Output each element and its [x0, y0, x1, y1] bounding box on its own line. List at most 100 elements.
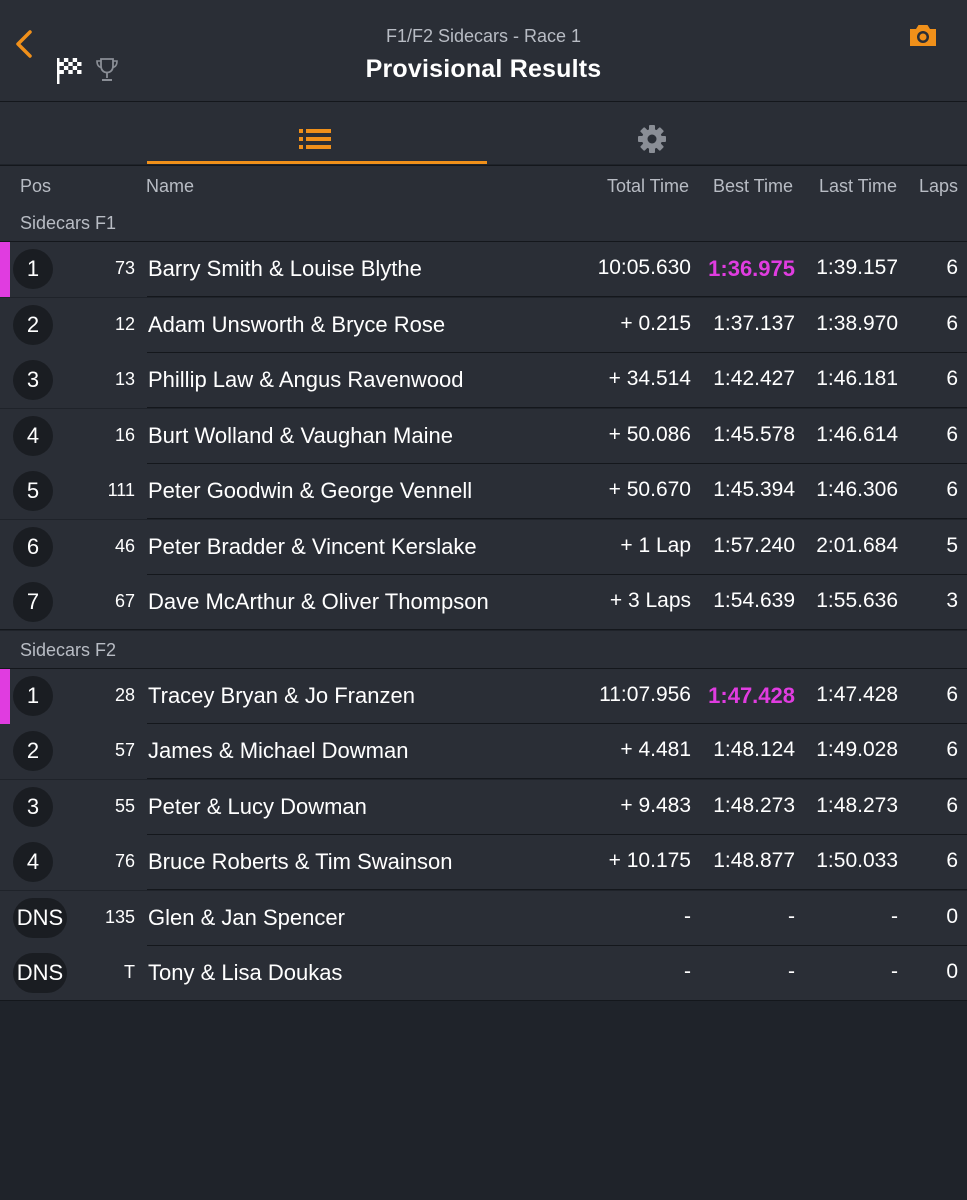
col-pos: Pos	[20, 176, 52, 196]
laps-count: 3	[946, 589, 958, 612]
last-time: -	[891, 960, 898, 983]
position-badge: 4	[13, 842, 53, 882]
laps-count: 5	[946, 534, 958, 557]
race-subtitle: F1/F2 Sidecars - Race 1	[385, 26, 582, 46]
total-time: + 4.481	[620, 738, 691, 761]
laps-count: 6	[946, 478, 958, 501]
col-laps: Laps	[918, 176, 958, 196]
last-time: 1:46.181	[816, 367, 898, 390]
tab-settings[interactable]	[487, 102, 817, 164]
position-badge: 2	[13, 305, 53, 345]
result-row[interactable]: 2 57 James & Michael Dowman + 4.481 1:48.124…	[0, 724, 967, 779]
last-time: 1:55.636	[816, 589, 898, 612]
laps-count: 6	[946, 794, 958, 817]
result-row[interactable]: 3 13 Phillip Law & Angus Ravenwood + 34.514…	[0, 353, 967, 408]
position-badge: 3	[13, 360, 53, 400]
results-column-header: Pos Name Total Time Best Time Last Time …	[0, 165, 967, 205]
position-badge: 1	[13, 249, 53, 289]
best-time: 1:37.137	[713, 312, 795, 335]
driver-names: James & Michael Dowman	[148, 738, 409, 763]
laps-count: 6	[946, 738, 958, 761]
result-row[interactable]: 1 28 Tracey Bryan & Jo Franzen 11:07.956 1:4…	[0, 669, 967, 724]
best-time: 1:36.975	[708, 256, 795, 281]
col-best-time: Best Time	[712, 176, 793, 196]
total-time: + 3 Laps	[609, 589, 691, 612]
car-number: 67	[114, 591, 135, 611]
trophy-icon[interactable]	[94, 57, 120, 83]
result-row[interactable]: 7 67 Dave McArthur & Oliver Thompson + 3 La…	[0, 575, 967, 630]
section-header: Sidecars F2	[0, 630, 967, 669]
best-time: 1:48.877	[713, 849, 795, 872]
total-time: + 10.175	[608, 849, 691, 872]
best-time: 1:57.240	[713, 534, 795, 557]
position-badge: 1	[13, 676, 53, 716]
result-row[interactable]: DNS T Tony & Lisa Doukas - - - 0	[0, 946, 967, 1001]
last-time: 1:38.970	[816, 312, 898, 335]
camera-icon[interactable]	[907, 20, 939, 50]
total-time: -	[684, 960, 691, 983]
best-time: 1:48.273	[713, 794, 795, 817]
page-title: Provisional Results	[365, 55, 602, 83]
position-badge: 5	[13, 471, 53, 511]
last-time: 1:48.273	[816, 794, 898, 817]
result-row[interactable]: 4 76 Bruce Roberts & Tim Swainson + 10.175 1…	[0, 835, 967, 890]
best-time: 1:54.639	[713, 589, 795, 612]
position-badge: DNS	[13, 953, 67, 993]
list-icon	[299, 129, 331, 149]
total-time: + 0.215	[620, 312, 691, 335]
best-time: 1:47.428	[708, 683, 795, 708]
col-last-time: Last Time	[818, 176, 897, 196]
result-row[interactable]: 1 73 Barry Smith & Louise Blythe 10:05.630 1…	[0, 242, 967, 297]
last-time: 1:49.028	[816, 738, 898, 761]
back-button[interactable]	[8, 24, 40, 64]
app-header: F1/F2 Sidecars - Race 1 Provisional Resu…	[0, 0, 967, 102]
car-number: 76	[114, 851, 135, 871]
laps-count: 6	[946, 683, 958, 706]
position-badge: 3	[13, 787, 53, 827]
last-time: 1:46.614	[816, 423, 898, 446]
best-time: 1:48.124	[713, 738, 795, 761]
active-tab-indicator	[147, 161, 487, 164]
driver-names: Bruce Roberts & Tim Swainson	[148, 849, 453, 874]
position-badge: 6	[13, 527, 53, 567]
driver-names: Peter Bradder & Vincent Kerslake	[148, 534, 477, 559]
total-time: 10:05.630	[597, 256, 691, 279]
total-time: + 1 Lap	[620, 534, 691, 557]
laps-count: 6	[946, 256, 958, 279]
result-row[interactable]: 3 55 Peter & Lucy Dowman + 9.483 1:48.273 1:4…	[0, 780, 967, 835]
last-time: -	[891, 905, 898, 928]
total-time: + 9.483	[620, 794, 691, 817]
section-label: Sidecars F2	[20, 639, 117, 660]
class-leader-marker	[0, 669, 10, 724]
last-time: 1:46.306	[816, 478, 898, 501]
view-tabs	[0, 102, 967, 164]
driver-names: Adam Unsworth & Bryce Rose	[148, 312, 446, 337]
result-row[interactable]: DNS 135 Glen & Jan Spencer - - - 0	[0, 891, 967, 946]
total-time: 11:07.956	[599, 683, 691, 706]
result-row[interactable]: 2 12 Adam Unsworth & Bryce Rose + 0.215 1:37…	[0, 298, 967, 353]
best-time: 1:45.394	[713, 478, 795, 501]
result-row[interactable]: 5 111 Peter Goodwin & George Vennell + 50.6…	[0, 464, 967, 519]
last-time: 1:47.428	[816, 683, 898, 706]
car-number: 57	[114, 740, 135, 760]
checkered-flag-icon[interactable]	[55, 55, 83, 85]
result-row[interactable]: 6 46 Peter Bradder & Vincent Kerslake + 1 L…	[0, 520, 967, 575]
tab-results-list[interactable]	[147, 102, 487, 164]
chevron-left-icon	[16, 30, 32, 58]
result-row[interactable]: 4 16 Burt Wolland & Vaughan Maine + 50.086 1…	[0, 409, 967, 464]
driver-names: Dave McArthur & Oliver Thompson	[148, 589, 489, 614]
car-number: 13	[114, 369, 135, 389]
total-time: + 34.514	[608, 367, 691, 390]
total-time: -	[684, 905, 691, 928]
laps-count: 6	[946, 423, 958, 446]
best-time: -	[788, 960, 795, 983]
car-number: 12	[114, 314, 135, 334]
col-total-time: Total Time	[606, 176, 689, 196]
driver-names: Phillip Law & Angus Ravenwood	[148, 367, 464, 392]
section-label: Sidecars F1	[20, 213, 117, 233]
car-number: 16	[114, 425, 135, 445]
class-leader-marker	[0, 242, 10, 297]
driver-names: Peter & Lucy Dowman	[148, 794, 367, 819]
total-time: + 50.086	[608, 423, 691, 446]
laps-count: 0	[946, 905, 958, 928]
